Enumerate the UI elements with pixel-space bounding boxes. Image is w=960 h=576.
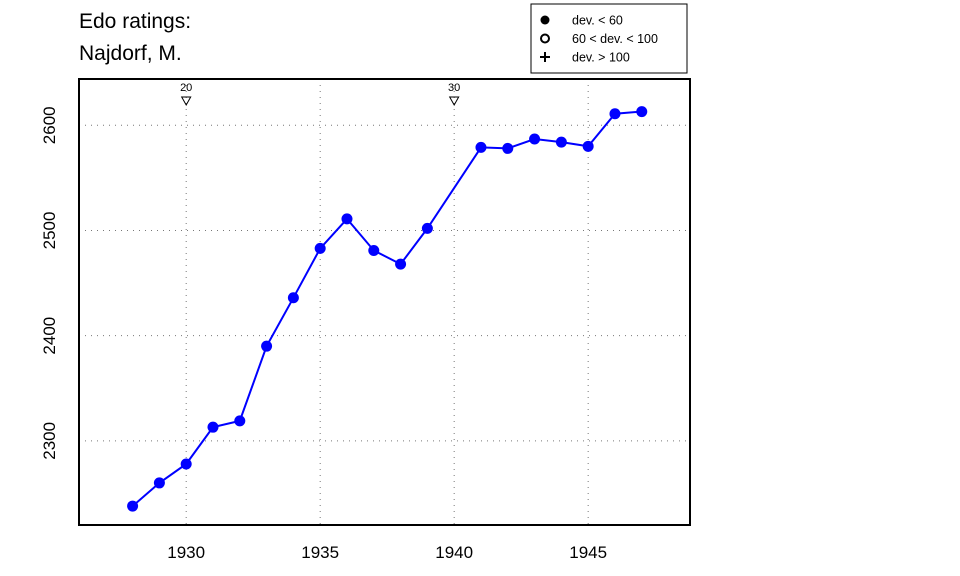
- data-point: [529, 133, 541, 145]
- legend-label: dev. > 100: [572, 51, 630, 65]
- filled-circle-icon: [540, 15, 550, 25]
- data-point: [314, 242, 326, 254]
- data-point: [153, 477, 165, 489]
- y-tick-label: 2600: [40, 106, 59, 144]
- series-line: [131, 110, 642, 507]
- data-point: [395, 258, 407, 270]
- data-point: [234, 415, 246, 427]
- data-point: [180, 458, 192, 470]
- plot-frame: [78, 78, 691, 526]
- x-tick-label: 1935: [301, 543, 339, 562]
- legend-box: [530, 3, 688, 74]
- x-tick-label: 1930: [167, 543, 205, 562]
- x-tick-label: 1940: [435, 543, 473, 562]
- open-circle-icon: [540, 33, 550, 44]
- chart-title-line-2: Najdorf, M.: [79, 42, 182, 65]
- data-point: [502, 142, 514, 154]
- annotation-layer: 20 30: [180, 82, 460, 107]
- data-point: [582, 140, 594, 152]
- x-axis: 1930 1935 1940 1945: [167, 543, 607, 562]
- y-tick-label: 2500: [40, 212, 59, 250]
- data-point: [127, 500, 139, 512]
- annotation-label: 20: [180, 82, 192, 94]
- y-axis: 2300 2400 2500 2600: [40, 106, 59, 459]
- data-point: [207, 421, 219, 433]
- down-triangle-icon: [180, 96, 192, 107]
- legend-label: dev. < 60: [572, 14, 623, 28]
- data-point: [636, 106, 648, 118]
- annotation-label: 30: [448, 82, 460, 94]
- plus-icon: [540, 52, 550, 62]
- data-point: [609, 108, 621, 120]
- grid-layer: [79, 79, 690, 525]
- legend-label: 60 < dev. < 100: [572, 32, 658, 46]
- y-tick-label: 2400: [40, 317, 59, 355]
- down-triangle-icon: [448, 96, 460, 107]
- data-point: [368, 244, 380, 256]
- data-point: [555, 136, 567, 148]
- data-point: [475, 141, 487, 153]
- data-point: [421, 222, 433, 234]
- data-point: [341, 213, 353, 225]
- x-tick-label: 1945: [569, 543, 607, 562]
- y-tick-label: 2300: [40, 422, 59, 460]
- series-layer: [127, 106, 648, 512]
- data-point: [287, 292, 299, 304]
- legend: dev. < 60 60 < dev. < 100 dev. > 100: [530, 3, 688, 74]
- data-point: [261, 340, 273, 352]
- chart-title-line-1: Edo ratings:: [79, 10, 192, 33]
